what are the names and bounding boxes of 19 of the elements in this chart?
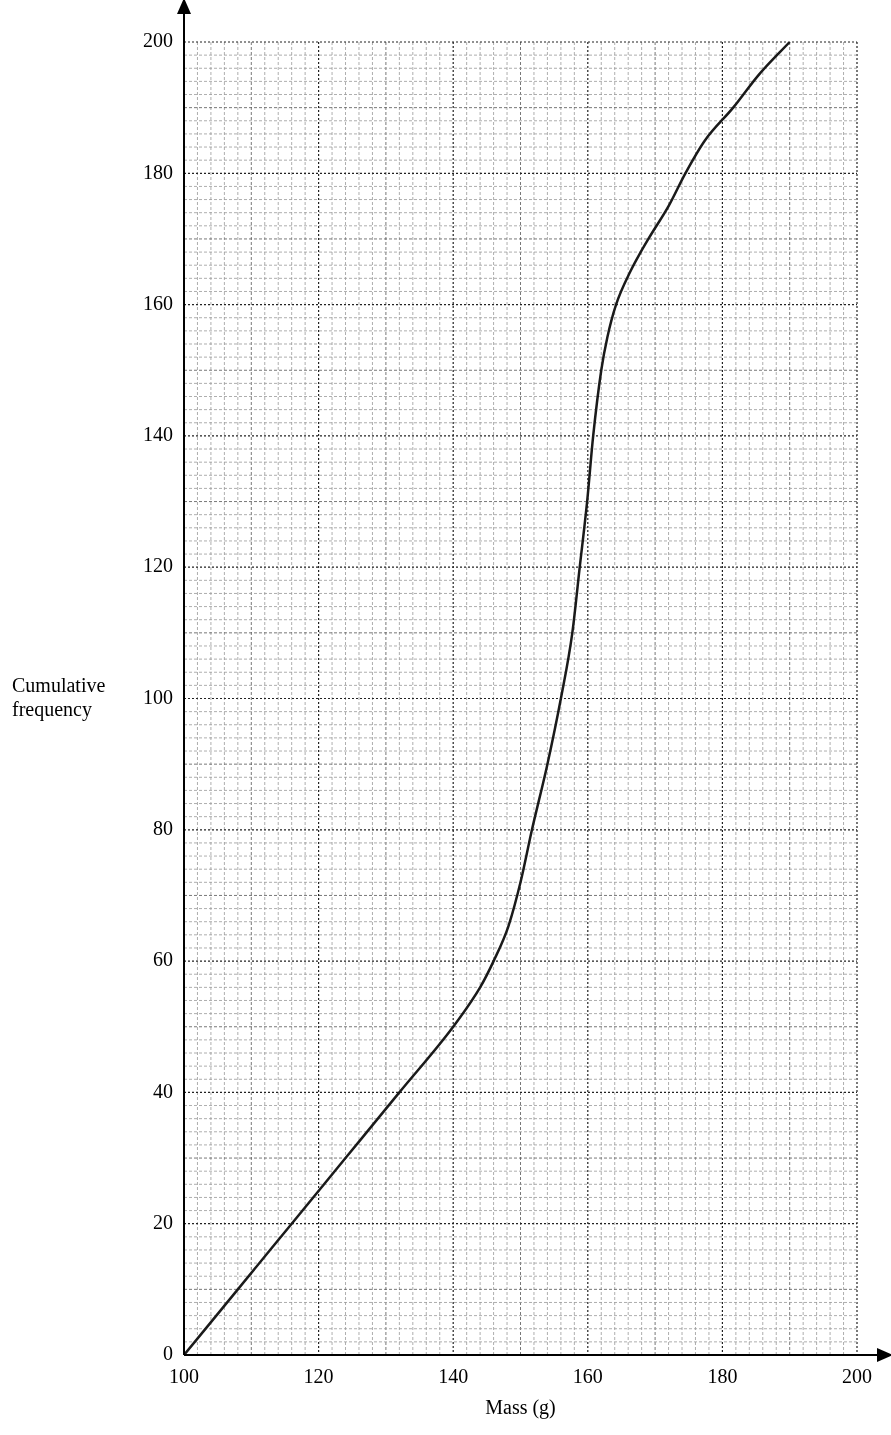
x-axis-title: Mass (g): [485, 1396, 556, 1420]
x-tick-label: 160: [572, 1365, 603, 1388]
x-tick-label: 120: [303, 1365, 334, 1388]
x-tick-label: 180: [707, 1365, 738, 1388]
y-tick-label: 40: [153, 1079, 173, 1102]
x-tick-label: 140: [438, 1365, 469, 1388]
y-tick-label: 180: [143, 160, 173, 183]
y-tick-label: 140: [143, 423, 173, 446]
y-tick-label: 100: [143, 685, 173, 708]
y-tick-label: 160: [143, 291, 173, 314]
y-axis-title: Cumulative frequency: [12, 673, 106, 721]
x-tick-label: 200: [842, 1365, 872, 1388]
y-tick-label: 120: [143, 554, 173, 577]
y-tick-label: 0: [163, 1342, 173, 1365]
y-tick-label: 80: [153, 817, 173, 840]
y-tick-label: 200: [143, 29, 173, 52]
y-tick-label: 60: [153, 948, 173, 971]
y-tick-label: 20: [153, 1210, 173, 1233]
x-tick-label: 100: [169, 1365, 199, 1388]
